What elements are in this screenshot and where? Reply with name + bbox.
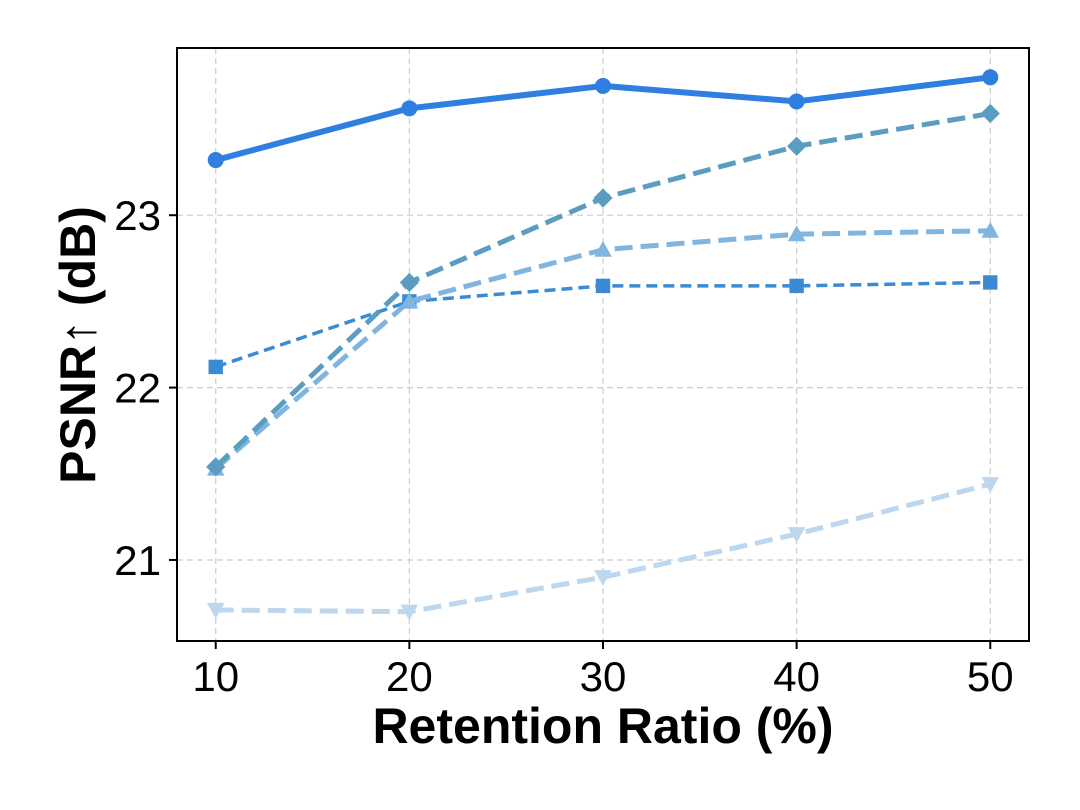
y-tick-label: 22: [114, 365, 161, 412]
data-point: [787, 136, 807, 156]
data-point: [595, 278, 611, 294]
x-axis-label: Retention Ratio (%): [372, 698, 833, 754]
data-point: [787, 527, 806, 543]
data-point: [401, 100, 418, 117]
data-point: [981, 477, 1000, 493]
series-layer: [206, 69, 1000, 621]
data-point: [982, 69, 999, 86]
series-2: [206, 103, 1000, 477]
data-point: [594, 240, 612, 257]
x-tick-label: 40: [773, 653, 820, 700]
y-axis-label: PSNR↑ (dB): [50, 206, 106, 484]
data-point: [980, 103, 1000, 124]
data-point: [400, 604, 419, 621]
data-point: [399, 272, 419, 293]
data-point: [206, 602, 225, 619]
x-tick-label: 20: [386, 653, 433, 700]
data-point: [207, 152, 224, 169]
y-tick-label: 23: [114, 192, 161, 239]
x-tick-label: 10: [192, 653, 239, 700]
series-4: [208, 275, 998, 375]
x-tick-label: 30: [580, 653, 627, 700]
x-tick-label: 50: [967, 653, 1014, 700]
series-1: [207, 69, 999, 169]
axis-ticks: 10 20 30 40 50 21 22 23: [114, 192, 1013, 700]
data-point: [983, 275, 998, 290]
data-point: [595, 77, 611, 94]
data-point: [208, 359, 223, 375]
data-point: [789, 278, 804, 294]
data-point: [594, 570, 612, 587]
series-5: [206, 477, 1000, 621]
data-point: [788, 93, 805, 110]
y-tick-label: 21: [114, 537, 161, 584]
data-point: [981, 221, 1000, 238]
data-point: [400, 292, 419, 309]
data-point: [206, 457, 226, 477]
data-point: [787, 225, 806, 242]
data-point: [593, 188, 613, 208]
